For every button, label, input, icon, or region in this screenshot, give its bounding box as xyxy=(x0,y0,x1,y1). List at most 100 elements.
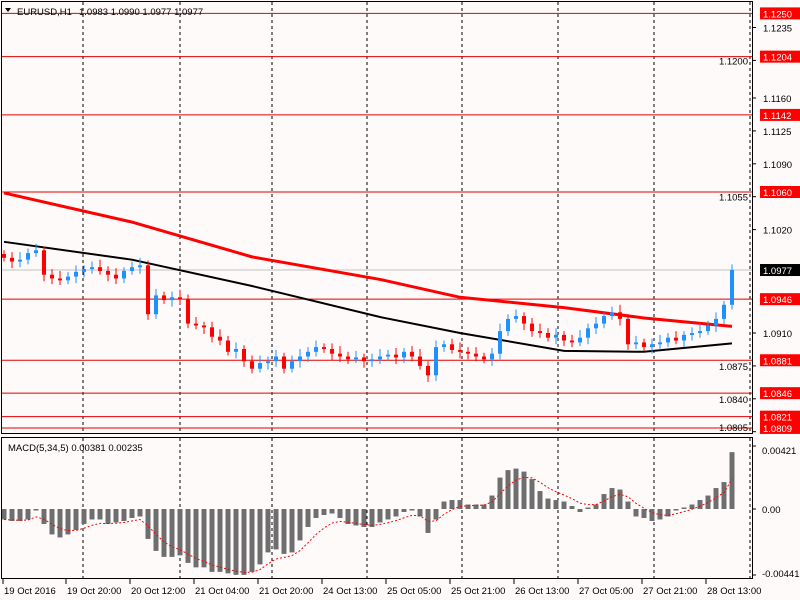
macd-bar xyxy=(417,509,423,517)
macd-bar xyxy=(633,509,639,517)
macd-bar xyxy=(1,509,7,520)
triangle-down-icon[interactable] xyxy=(5,8,11,12)
macd-tick-label: 0.00421 xyxy=(762,446,796,457)
candle-body xyxy=(674,337,678,341)
candle-body xyxy=(514,316,518,319)
level-price-label: 1.0846 xyxy=(763,389,792,400)
candle xyxy=(650,338,654,354)
candle xyxy=(130,261,134,275)
macd-bar xyxy=(297,509,303,541)
candle-body xyxy=(362,357,366,362)
candle-body xyxy=(218,336,222,341)
candle-body xyxy=(410,351,414,357)
candle xyxy=(218,329,222,346)
price-tick-label: 1.1090 xyxy=(763,160,792,171)
macd-bar xyxy=(241,509,247,575)
macd-bar xyxy=(377,509,383,523)
level-price-label-bg xyxy=(760,387,800,400)
macd-tick-label: 0.00 xyxy=(762,505,781,516)
candle-body xyxy=(682,334,686,341)
candle-body xyxy=(10,257,14,262)
macd-bar xyxy=(385,509,391,520)
candle-body xyxy=(578,337,582,343)
macd-bar xyxy=(721,482,727,510)
macd-bar xyxy=(313,509,319,518)
candle xyxy=(154,288,158,319)
candle xyxy=(674,331,678,345)
candle-body xyxy=(730,270,734,305)
candle xyxy=(226,335,230,356)
level-price-label: 1.1250 xyxy=(763,9,792,20)
macd-bar xyxy=(513,468,519,510)
candle-body xyxy=(58,278,62,281)
macd-bar xyxy=(593,504,599,510)
macd-bar xyxy=(169,509,175,557)
macd-bar xyxy=(657,509,663,520)
macd-bar xyxy=(441,501,447,510)
level-price-label: 1.0821 xyxy=(763,413,792,424)
candle-body xyxy=(666,337,670,343)
panel-frames xyxy=(1,1,753,579)
moving-averages xyxy=(3,191,733,353)
candle-body xyxy=(82,269,86,272)
candle xyxy=(402,348,406,364)
candle-body xyxy=(210,327,214,337)
candle-body xyxy=(538,331,542,333)
price-levels xyxy=(2,12,752,429)
candle xyxy=(346,351,350,365)
candle xyxy=(610,306,614,320)
candle-body xyxy=(2,254,6,258)
candle-body xyxy=(482,356,486,360)
price-tick-label: 1.0910 xyxy=(763,329,792,340)
current-price-label: 1.0977 xyxy=(763,266,792,277)
time-tick-label: 27 Oct 05:00 xyxy=(579,586,633,597)
macd-bar xyxy=(193,509,199,568)
candle-body xyxy=(626,318,630,345)
candle-body xyxy=(418,356,422,366)
candle-body xyxy=(202,325,206,328)
candle xyxy=(690,327,694,341)
candle xyxy=(466,347,470,360)
candle-body xyxy=(338,353,342,357)
candle-body xyxy=(562,334,566,341)
candle xyxy=(602,312,606,329)
macd-bar xyxy=(457,500,463,510)
candle-body xyxy=(642,342,646,348)
candle xyxy=(186,294,190,329)
macd-bar xyxy=(681,507,687,510)
candle-body xyxy=(234,348,238,352)
candle xyxy=(202,321,206,334)
candle xyxy=(482,352,486,364)
level-price-label: 1.0809 xyxy=(763,424,792,435)
macd-bar xyxy=(553,500,559,510)
candle xyxy=(714,312,718,333)
candle-body xyxy=(242,348,246,362)
level-price-label: 1.1142 xyxy=(763,111,791,122)
candle xyxy=(338,346,342,363)
candle xyxy=(586,323,590,345)
candle xyxy=(538,323,542,338)
candle xyxy=(66,271,70,285)
macd-bar xyxy=(521,471,527,510)
macd-bar xyxy=(177,509,183,556)
candle xyxy=(490,348,494,366)
macd-bar xyxy=(337,509,343,518)
candle-body xyxy=(706,325,710,332)
candle-body xyxy=(450,344,454,350)
level-price-label-bg xyxy=(760,410,800,423)
macd-bar xyxy=(465,504,471,510)
candle xyxy=(290,355,294,373)
macd-bar xyxy=(257,509,263,565)
price-tick-label: 1.1125 xyxy=(763,127,791,138)
candle-body xyxy=(594,323,598,329)
candle-body xyxy=(130,267,134,271)
candle xyxy=(2,250,6,262)
macd-bar xyxy=(185,509,191,563)
macd-bar xyxy=(577,509,583,512)
macd-bar xyxy=(689,504,695,510)
candle xyxy=(322,343,326,353)
macd-bar xyxy=(673,509,679,511)
candle-body xyxy=(98,267,102,271)
candle xyxy=(210,321,214,343)
